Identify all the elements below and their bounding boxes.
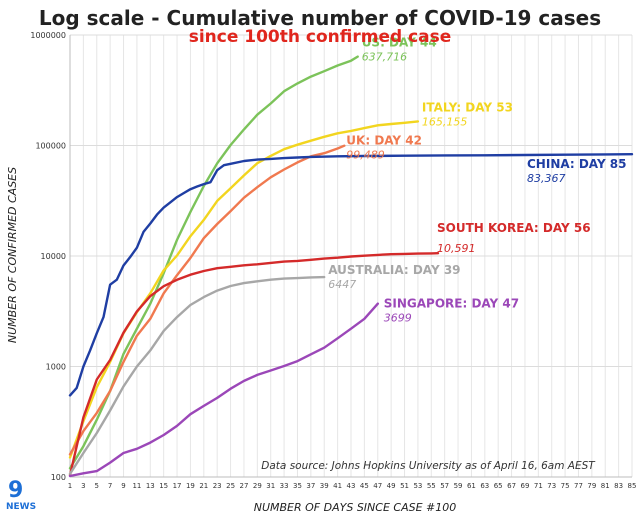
y-tick-label: 100 [51, 473, 66, 482]
x-tick-label: 67 [507, 482, 516, 490]
series-final-value: 165,155 [422, 115, 468, 128]
series-line-singapore [68, 302, 379, 478]
series-label: SOUTH KOREA: DAY 56 [437, 221, 591, 235]
x-tick-label: 33 [280, 482, 289, 490]
x-tick-label: 17 [173, 482, 182, 490]
x-tick-label: 65 [494, 482, 503, 490]
x-tick-label: 7 [108, 482, 112, 490]
series-label: UK: DAY 42 [346, 134, 422, 148]
x-tick-label: 3 [81, 482, 85, 490]
chart-title: Log scale - Cumulative number of COVID-1… [38, 6, 602, 30]
x-tick-label: 85 [628, 482, 637, 490]
series-line-china [68, 153, 634, 397]
x-tick-label: 19 [186, 482, 195, 490]
x-tick-label: 35 [293, 482, 302, 490]
x-tick-label: 57 [440, 482, 449, 490]
x-tick-label: 41 [333, 482, 342, 490]
chart-grid [69, 34, 633, 478]
series-label: US: DAY 44 [362, 36, 437, 50]
series-label: SINGAPORE: DAY 47 [384, 297, 519, 311]
series-final-value: 83,367 [527, 172, 566, 185]
series-line-us [68, 55, 359, 470]
logo-text: NEWS [6, 502, 37, 512]
x-tick-label: 77 [574, 482, 583, 490]
series-line-australia [68, 275, 326, 475]
x-tick-label: 53 [413, 482, 422, 490]
x-tick-label: 27 [239, 482, 248, 490]
y-tick-label: 1000 [46, 363, 66, 372]
x-axis-ticks: 1 3 5 7 9 11 13 15 17 19 21 23 25 27 29 31 33 35 37 39 41 43 4… [68, 482, 637, 490]
y-axis-ticks: 100 1000 10000 100000 1000000 [30, 31, 66, 482]
x-tick-label: 75 [561, 482, 570, 490]
x-tick-label: 79 [587, 482, 596, 490]
x-tick-label: 23 [213, 482, 222, 490]
x-tick-label: 59 [454, 482, 463, 490]
x-tick-label: 55 [427, 482, 436, 490]
x-tick-label: 81 [601, 482, 610, 490]
x-tick-label: 71 [534, 482, 543, 490]
source-note: Data source: Johns Hopkins University as… [261, 460, 596, 472]
x-tick-label: 83 [614, 482, 623, 490]
x-tick-label: 9 [121, 482, 125, 490]
x-tick-label: 37 [306, 482, 315, 490]
series-label: AUSTRALIA: DAY 39 [328, 263, 460, 277]
x-axis-label: NUMBER OF DAYS SINCE CASE #100 [254, 501, 457, 514]
x-tick-label: 63 [480, 482, 489, 490]
series-final-value: 6447 [328, 278, 356, 291]
x-tick-label: 51 [400, 482, 409, 490]
series-final-value: 10,591 [437, 242, 476, 255]
x-tick-label: 39 [320, 482, 329, 490]
x-tick-label: 47 [373, 482, 382, 490]
x-tick-label: 25 [226, 482, 235, 490]
series-label: ITALY: DAY 53 [422, 100, 513, 114]
series-line-south-korea [68, 252, 440, 477]
x-tick-label: 45 [360, 482, 369, 490]
y-axis-label: NUMBER OF CONFIRMED CASES [6, 167, 19, 343]
x-tick-label: 49 [387, 482, 396, 490]
y-tick-label: 10000 [41, 252, 66, 261]
x-tick-label: 43 [347, 482, 356, 490]
x-tick-label: 11 [132, 482, 141, 490]
nine-news-logo: 9 NEWS [4, 478, 44, 516]
x-tick-label: 73 [547, 482, 556, 490]
x-tick-label: 15 [159, 482, 168, 490]
series-final-value: 99,489 [346, 149, 385, 162]
y-tick-label: 100000 [35, 142, 66, 151]
series-final-value: 3699 [384, 312, 412, 325]
logo-number: 9 [8, 478, 23, 503]
series-final-value: 637,716 [362, 51, 408, 64]
x-tick-label: 69 [520, 482, 529, 490]
x-tick-label: 21 [199, 482, 208, 490]
x-tick-label: 1 [68, 482, 72, 490]
series-line-uk [68, 144, 346, 456]
x-tick-label: 31 [266, 482, 275, 490]
x-tick-label: 5 [95, 482, 99, 490]
chart-subtitle: since 100th confirmed case [188, 27, 452, 47]
x-tick-label: 61 [467, 482, 476, 490]
x-tick-label: 29 [253, 482, 262, 490]
x-tick-label: 13 [146, 482, 155, 490]
y-tick-label: 1000000 [30, 31, 66, 40]
series-label: CHINA: DAY 85 [527, 157, 627, 171]
chart-series [68, 55, 634, 478]
